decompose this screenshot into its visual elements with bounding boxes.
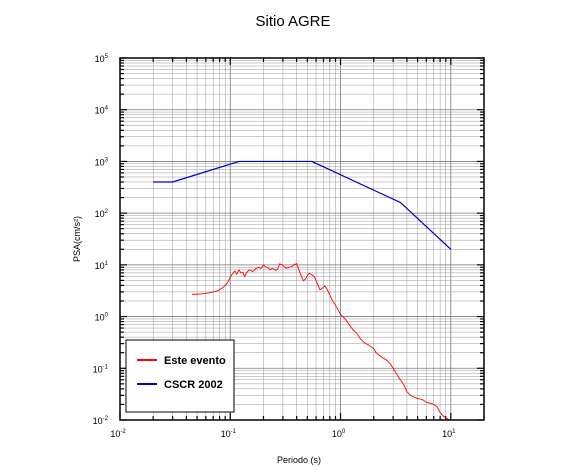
chart-title: Sitio AGRE [255, 13, 330, 30]
legend-box [125, 339, 235, 413]
y-tick-label: 101 [95, 261, 109, 271]
x-tick-label: 101 [442, 429, 456, 439]
series-layer [153, 160, 452, 421]
y-tick-label: 105 [95, 54, 109, 64]
x-axis-label: Periodo (s) [277, 455, 321, 465]
y-tick-label: 102 [95, 209, 109, 219]
y-tick-label: 103 [95, 157, 109, 167]
legend-label-cscr-2002: CSCR 2002 [164, 379, 223, 391]
x-tick-label: 10-2 [110, 429, 126, 439]
x-tick-labels: 10-2 10-1 100 101 [110, 429, 456, 439]
y-tick-label: 10-2 [93, 416, 109, 426]
legend-label-este-evento: Este evento [164, 355, 226, 367]
y-tick-label: 104 [95, 106, 109, 116]
series-line-cscr-2002 [153, 160, 452, 250]
y-tick-label: 10-1 [93, 364, 109, 374]
plot-frame [119, 57, 485, 421]
y-tick-labels: 10-2 10-1 100 101 102 103 104 105 [93, 54, 109, 426]
y-axis-label: PSA(cm/s²) [72, 216, 82, 262]
x-tick-label: 10-1 [221, 429, 237, 439]
series-line-este-evento [192, 263, 452, 421]
legend: Este evento CSCR 2002 [125, 339, 235, 413]
y-tick-label: 100 [95, 313, 109, 323]
x-tick-label: 100 [332, 429, 346, 439]
